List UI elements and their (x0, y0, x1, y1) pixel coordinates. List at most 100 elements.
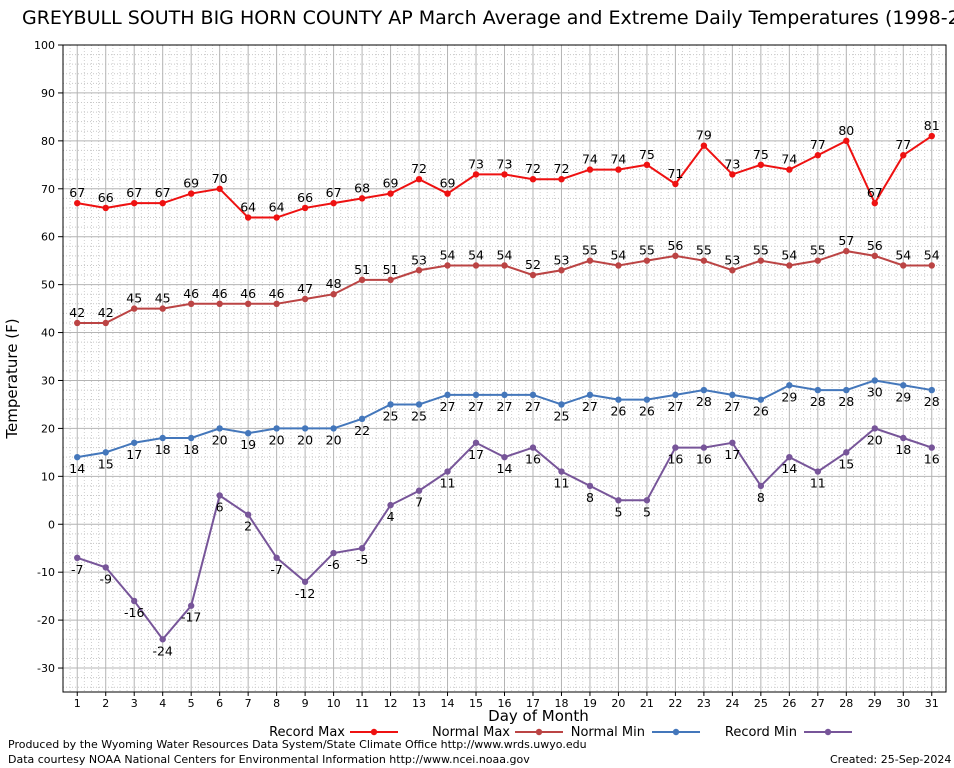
record-min-data-label: 14 (781, 461, 797, 476)
x-tick-label: 30 (896, 697, 910, 710)
record-min-point (501, 453, 508, 461)
normal-min-data-label: 27 (468, 399, 484, 414)
record-max-data-label: 72 (525, 161, 541, 176)
record-max-point (74, 199, 81, 207)
record-min-data-label: 17 (468, 447, 484, 462)
legend-label-record-max: Record Max (269, 725, 345, 740)
record-min-point (387, 501, 394, 509)
normal-min-point (529, 391, 537, 399)
y-tick-label: -20 (37, 614, 55, 627)
record-min-data-label: 7 (415, 495, 423, 510)
x-tick-label: 12 (384, 697, 398, 710)
normal-max-point (501, 262, 508, 269)
normal-max-data-label: 53 (411, 252, 427, 267)
record-max-point (159, 199, 166, 207)
record-min-point (244, 511, 252, 518)
normal-max-data-label: 42 (69, 305, 85, 320)
record-max-data-label: 79 (696, 128, 712, 143)
normal-max-point (330, 291, 337, 298)
record-max-data-label: 66 (297, 190, 313, 205)
record-min-point (102, 564, 109, 571)
normal-max-data-label: 54 (781, 247, 797, 262)
record-min-data-label: 5 (614, 504, 622, 519)
record-max-point (244, 214, 252, 221)
normal-min-point (757, 396, 765, 403)
normal-min-point (814, 386, 822, 394)
normal-min-data-label: 27 (667, 399, 683, 414)
record-max-point (529, 175, 537, 183)
normal-max-point (187, 300, 195, 307)
x-tick-label: 23 (697, 697, 711, 710)
chart-title: GREYBULL SOUTH BIG HORN COUNTY AP March … (22, 7, 954, 29)
normal-max-data-label: 45 (155, 291, 171, 306)
record-min-point (131, 597, 138, 605)
x-tick-label: 19 (583, 697, 597, 710)
normal-max-data-label: 46 (183, 286, 199, 301)
normal-min-point (159, 434, 166, 442)
record-min-data-label: -7 (270, 562, 282, 577)
normal-max-data-label: 42 (98, 305, 114, 320)
record-max-point (558, 175, 565, 183)
y-tick-label: 30 (41, 374, 55, 387)
record-min-point (928, 444, 935, 451)
normal-min-data-label: 28 (924, 394, 940, 409)
record-max-data-label: 74 (582, 152, 598, 167)
normal-max-point (102, 319, 109, 327)
y-tick-label: 50 (41, 279, 55, 292)
normal-min-data-label: 25 (411, 408, 427, 423)
legend-marker-record-min (824, 728, 832, 736)
y-tick-label: 10 (41, 470, 55, 483)
normal-min-point (102, 449, 109, 456)
normal-max-data-label: 46 (240, 286, 256, 301)
record-min-data-label: 11 (440, 476, 456, 491)
record-min-data-label: 2 (244, 519, 252, 534)
normal-min-point (558, 401, 565, 408)
normal-max-data-label: 54 (497, 247, 513, 262)
x-tick-label: 29 (868, 697, 882, 710)
record-min-point (216, 492, 223, 499)
record-max-data-label: 75 (639, 147, 655, 162)
record-max-point (586, 166, 594, 173)
normal-min-data-label: 20 (297, 432, 313, 447)
record-max-point (928, 132, 935, 140)
normal-min-data-label: 26 (639, 404, 655, 419)
record-max-point (672, 180, 679, 188)
record-max-data-label: 73 (497, 156, 513, 171)
record-max-point (643, 161, 651, 169)
x-tick-label: 2 (102, 697, 109, 710)
record-max-point (871, 199, 878, 207)
record-min-data-label: -24 (152, 643, 172, 658)
normal-min-point (843, 386, 850, 394)
normal-min-point (131, 439, 138, 446)
normal-max-data-label: 54 (610, 247, 626, 262)
normal-max-point (672, 252, 679, 260)
normal-max-data-label: 54 (895, 247, 911, 262)
normal-min-data-label: 28 (838, 394, 854, 409)
normal-max-data-label: 46 (269, 286, 285, 301)
normal-min-data-label: 28 (810, 394, 826, 409)
normal-min-point (472, 391, 480, 399)
normal-min-data-label: 25 (383, 408, 399, 423)
record-min-data-label: -6 (327, 557, 340, 572)
record-max-point (757, 161, 765, 169)
x-tick-label: 14 (441, 697, 455, 710)
record-min-data-label: -5 (356, 552, 368, 567)
y-tick-label: 80 (41, 135, 55, 148)
normal-min-data-label: 27 (724, 399, 740, 414)
normal-max-data-label: 47 (297, 281, 313, 296)
record-max-data-label: 67 (155, 185, 171, 200)
y-tick-label: 90 (41, 87, 55, 100)
record-min-data-label: 8 (586, 490, 594, 505)
record-max-data-label: 69 (183, 176, 199, 191)
normal-max-data-label: 45 (126, 291, 142, 306)
normal-min-data-label: 18 (155, 442, 171, 457)
record-max-data-label: 67 (326, 185, 342, 200)
record-min-data-label: 4 (387, 509, 395, 524)
x-tick-label: 6 (216, 697, 223, 710)
record-max-point (729, 171, 736, 178)
record-max-data-label: 72 (554, 161, 570, 176)
y-tick-label: 40 (41, 327, 55, 340)
record-min-point (615, 497, 622, 504)
record-max-data-label: 67 (126, 185, 142, 200)
normal-max-point (387, 276, 394, 284)
